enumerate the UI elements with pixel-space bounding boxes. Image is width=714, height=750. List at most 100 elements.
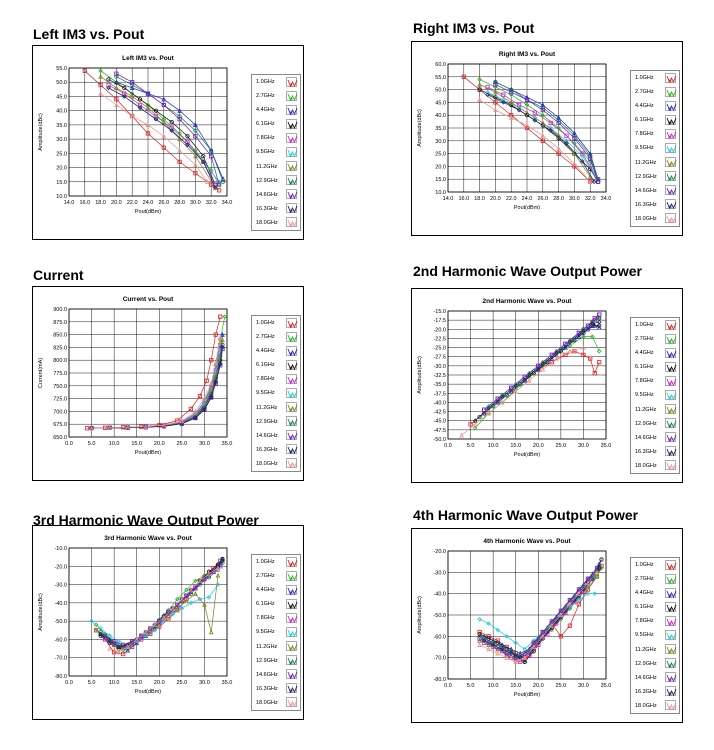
legend-item: 6.1GHz bbox=[252, 358, 300, 372]
data-point bbox=[572, 136, 577, 141]
data-point bbox=[572, 597, 577, 603]
series-11.2GHz bbox=[477, 81, 593, 179]
data-point bbox=[524, 125, 530, 131]
legend-label: 16.3GHz bbox=[635, 688, 657, 695]
data-point bbox=[580, 153, 585, 159]
legend-label: 4.4GHz bbox=[256, 587, 275, 594]
legend-swatch-icon bbox=[286, 458, 298, 469]
data-point bbox=[161, 145, 166, 150]
data-point bbox=[130, 82, 135, 88]
y-axis-label: Amplitude(dBc) bbox=[417, 596, 423, 634]
data-point bbox=[165, 613, 171, 618]
legend-label: 16.3GHz bbox=[256, 685, 278, 692]
legend-swatch-icon bbox=[286, 584, 298, 595]
data-point bbox=[592, 371, 597, 376]
legend-label: 2.7GHz bbox=[635, 89, 654, 96]
y-tick-label: 10.0 bbox=[56, 194, 67, 200]
y-tick-label: -30.0 bbox=[433, 364, 446, 370]
y-tick-label: -35.0 bbox=[433, 382, 446, 388]
x-tick-label: 26.0 bbox=[158, 200, 169, 206]
data-point bbox=[89, 618, 94, 624]
data-point bbox=[139, 633, 144, 638]
data-point bbox=[89, 425, 94, 431]
data-point bbox=[179, 606, 185, 611]
legend-label: 18.0GHz bbox=[256, 460, 278, 467]
data-point bbox=[114, 74, 119, 79]
data-point bbox=[581, 328, 586, 334]
y-tick-label: 15.0 bbox=[56, 180, 67, 186]
panel-right-im3: Right IM3 vs. Pout 14.0 16.0 18.0 20.0 22.0 24… bbox=[411, 41, 683, 236]
legend-label: 2.7GHz bbox=[635, 336, 654, 343]
data-point bbox=[477, 632, 482, 637]
data-point bbox=[558, 634, 563, 639]
data-point bbox=[193, 153, 198, 159]
x-tick-label: 10.0 bbox=[109, 680, 120, 686]
data-point bbox=[540, 133, 546, 138]
legend-label: 12.9GHz bbox=[256, 418, 278, 425]
series-line bbox=[463, 76, 591, 183]
data-point bbox=[540, 105, 545, 110]
data-point bbox=[495, 638, 500, 643]
data-point bbox=[125, 644, 131, 649]
legend-swatch-icon bbox=[665, 432, 677, 443]
data-point bbox=[499, 646, 505, 652]
data-point bbox=[513, 651, 518, 656]
x-tick-label: 0.0 bbox=[444, 683, 452, 689]
series-line bbox=[100, 70, 220, 185]
chart-legend: 1.0GHz 2.7GHz 4.4GHz 6.1GHz 7.8GHz 9.5GHz 11.2… bbox=[630, 317, 680, 475]
x-tick-label: 5.0 bbox=[88, 441, 96, 447]
x-tick-label: 0.0 bbox=[65, 441, 73, 447]
data-point bbox=[581, 587, 586, 592]
x-tick-label: 16.0 bbox=[79, 200, 90, 206]
data-point bbox=[177, 117, 182, 122]
y-tick-label: -40.0 bbox=[433, 592, 446, 598]
data-point bbox=[509, 655, 514, 660]
legend-item: 11.2GHz bbox=[252, 401, 300, 415]
panel-current: Current vs. Pout 0.0 5.0 10.0 15.0 20.0 25.0 30… bbox=[32, 286, 304, 481]
data-point bbox=[540, 112, 546, 118]
legend-label: 7.8GHz bbox=[635, 618, 654, 625]
data-point bbox=[485, 92, 490, 97]
data-point bbox=[526, 372, 532, 378]
data-point bbox=[201, 159, 206, 165]
data-point bbox=[486, 405, 491, 411]
data-point bbox=[549, 355, 555, 361]
legend-label: 11.2GHz bbox=[256, 643, 278, 650]
legend-label: 14.6GHz bbox=[256, 671, 278, 678]
data-point bbox=[477, 81, 482, 87]
data-point bbox=[114, 85, 119, 91]
data-point bbox=[597, 312, 602, 317]
legend-label: 14.6GHz bbox=[256, 432, 278, 439]
data-point bbox=[161, 102, 166, 108]
legend-label: 11.2GHz bbox=[256, 404, 278, 411]
data-point bbox=[477, 642, 482, 647]
data-point bbox=[193, 162, 198, 167]
data-point bbox=[572, 349, 577, 354]
legend-item: 9.5GHz bbox=[631, 628, 679, 642]
legend-item: 1.0GHz bbox=[252, 316, 300, 330]
legend-label: 9.5GHz bbox=[635, 632, 654, 639]
data-point bbox=[567, 339, 573, 345]
data-point bbox=[591, 179, 597, 185]
series-line bbox=[495, 81, 599, 180]
legend-label: 1.0GHz bbox=[635, 562, 654, 568]
data-point bbox=[184, 593, 189, 598]
series-line bbox=[116, 73, 220, 185]
data-point bbox=[580, 151, 585, 156]
y-tick-label: 850.0 bbox=[53, 333, 67, 339]
legend-label: 2.7GHz bbox=[256, 93, 275, 100]
series-7.8GHz bbox=[485, 84, 601, 182]
data-point bbox=[152, 622, 158, 627]
data-point bbox=[517, 102, 522, 108]
data-point bbox=[98, 68, 103, 74]
x-tick-label: 28.0 bbox=[174, 200, 185, 206]
legend-swatch-icon bbox=[665, 658, 677, 669]
x-tick-label: 10.0 bbox=[109, 441, 120, 447]
data-point bbox=[491, 640, 496, 645]
data-point bbox=[499, 399, 505, 405]
series-line bbox=[487, 94, 595, 182]
series-11.2GHz bbox=[98, 73, 218, 190]
legend-swatch-icon bbox=[286, 697, 298, 708]
data-point bbox=[486, 621, 491, 626]
data-point bbox=[114, 71, 119, 76]
